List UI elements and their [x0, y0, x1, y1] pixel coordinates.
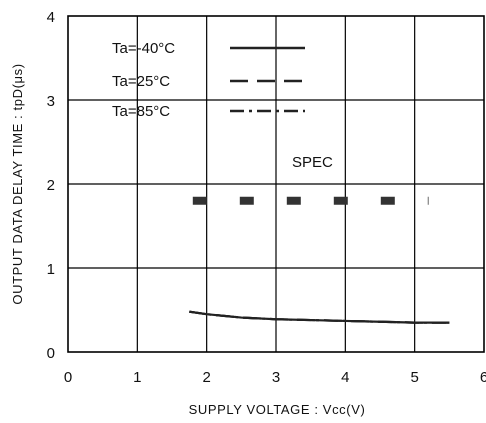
y-tick-label: 1: [47, 261, 55, 278]
y-tick-label: 3: [47, 93, 55, 110]
plot-frame: [67, 15, 485, 353]
x-tick-label: 3: [272, 369, 280, 386]
y-tick-label: 0: [47, 345, 55, 362]
x-tick-label: 4: [341, 369, 349, 386]
grid-layer: [68, 16, 484, 352]
x-tick-label: 6: [480, 369, 486, 386]
axes-layer: [67, 15, 485, 353]
ticks-layer: 0 1 2 3 4 5 6 0 1 2 3 4: [47, 9, 486, 386]
series-line-3: [189, 310, 450, 324]
legend-label: Ta=25°C: [112, 73, 170, 90]
x-tick-label: 1: [133, 369, 141, 386]
series-layer: [189, 310, 450, 324]
spec-label: SPEC: [292, 154, 333, 171]
y-tick-label: 4: [47, 9, 55, 26]
x-tick-label: 0: [64, 369, 72, 386]
y-tick-label: 2: [47, 177, 55, 194]
x-axis-title: SUPPLY VOLTAGE : Vcc(V): [189, 402, 366, 417]
y-axis-title: OUTPUT DATA DELAY TIME : tpD(μs): [10, 63, 25, 304]
x-tick-label: 5: [410, 369, 418, 386]
legend-label: Ta=-40°C: [112, 40, 175, 57]
legend-label: Ta=85°C: [112, 103, 170, 120]
x-tick-label: 2: [202, 369, 210, 386]
legend: Ta=-40°C Ta=25°C Ta=85°C: [112, 40, 305, 120]
